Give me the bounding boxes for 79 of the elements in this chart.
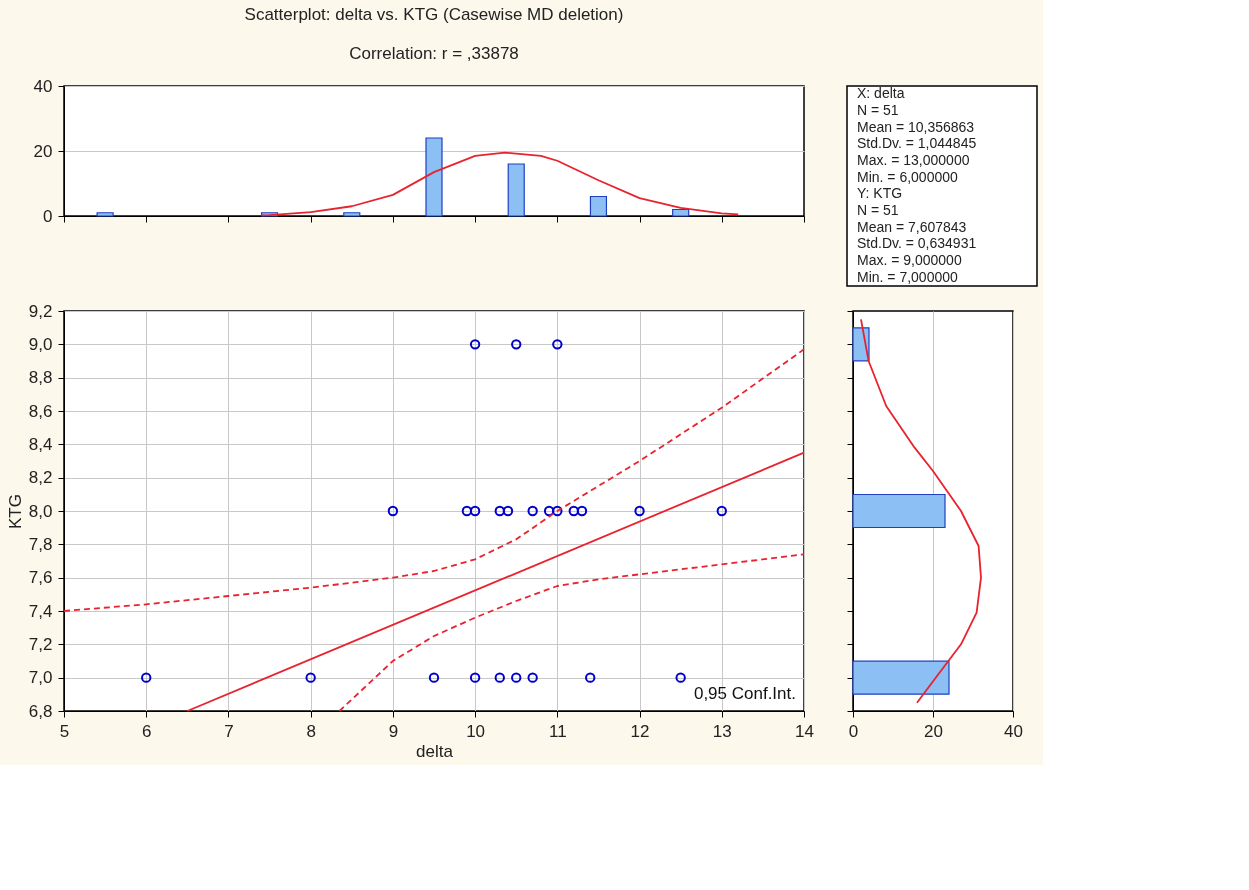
x-tick-label: 12 [630,721,650,741]
y-tick-label: 8,4 [28,434,53,454]
x-tick-label: 14 [795,721,814,741]
text: Mean = 10,356863 [857,118,975,135]
point [552,339,563,350]
y-tick-label: 9,0 [28,334,53,354]
bar [672,208,690,217]
x-tick-label: 6 [141,721,152,741]
point [469,339,481,350]
text: Std.Dv. = 0,634931 [857,235,977,252]
text: Mean = 7,607843 [857,218,967,235]
chart-title: Scatterplot: delta vs. KTG (Casewise MD deletion) [244,5,624,24]
chart-subtitle: Correlation: r = ,33878 [349,44,519,63]
x-tick-label: 10 [466,721,486,741]
point [141,672,152,683]
y-axis-title: KTG [5,494,25,529]
bar [343,212,361,217]
point [469,672,481,683]
point [305,672,316,683]
point [634,505,645,517]
annotation: 0,95 Conf.Int. [693,684,796,703]
text: Std.Dv. = 1,044845 [857,135,977,152]
y-tick-label: 6,8 [28,701,53,721]
point [511,339,522,350]
y-tick-label: 8,0 [28,501,53,521]
bar [96,212,114,217]
y-tick-label: 8,2 [28,468,53,488]
bar [852,493,946,529]
text: Min. = 7,000000 [857,268,959,285]
y-tick-label: 7,8 [28,534,53,554]
point [552,505,563,517]
x-tick-label: 40 [1004,721,1023,741]
bar [507,163,525,217]
point [568,505,579,517]
text: N = 51 [857,202,899,218]
text: Max. = 13,000000 [857,152,970,168]
point [494,505,505,517]
x-tick-label: 13 [712,721,732,741]
y-tick-label: 0 [43,206,53,226]
text: Y: KTG [857,185,903,202]
point [675,672,686,683]
y-tick-label: 9,2 [28,301,53,321]
line-series [338,553,805,712]
point [428,672,440,683]
y-tick-label: 40 [33,76,53,96]
y-tick-label: 7,0 [28,668,53,688]
text: N = 51 [857,102,899,118]
point [716,505,727,517]
y-tick-label: 7,4 [28,601,53,621]
y-tick-label: 8,8 [28,368,53,388]
text: Min. = 6,000000 [857,168,959,185]
y-tick-label: 8,6 [28,401,53,421]
x-tick-label: 5 [59,721,70,741]
point [527,505,538,517]
x-tick-label: 9 [388,721,399,741]
point [527,672,538,683]
x-tick-label: 20 [924,721,943,741]
point [494,672,505,683]
point [576,505,588,517]
x-axis-title: delta [416,741,454,761]
x-tick-label: 0 [848,721,859,741]
point [543,505,555,517]
text: X: delta [857,85,905,102]
point [502,505,514,517]
y-tick-label: 20 [33,141,53,161]
bar [589,195,608,217]
point [585,672,596,683]
bar [852,660,950,695]
line-series [63,348,805,612]
text: Max. = 9,000000 [857,252,962,268]
y-tick-label: 7,2 [28,634,53,654]
x-tick-label: 8 [306,721,316,741]
x-tick-label: 7 [224,721,234,741]
x-tick-label: 11 [549,721,567,741]
line-series [260,151,740,217]
y-tick-label: 7,6 [28,568,53,588]
bar [425,137,443,217]
point [511,672,522,683]
point [387,505,399,517]
